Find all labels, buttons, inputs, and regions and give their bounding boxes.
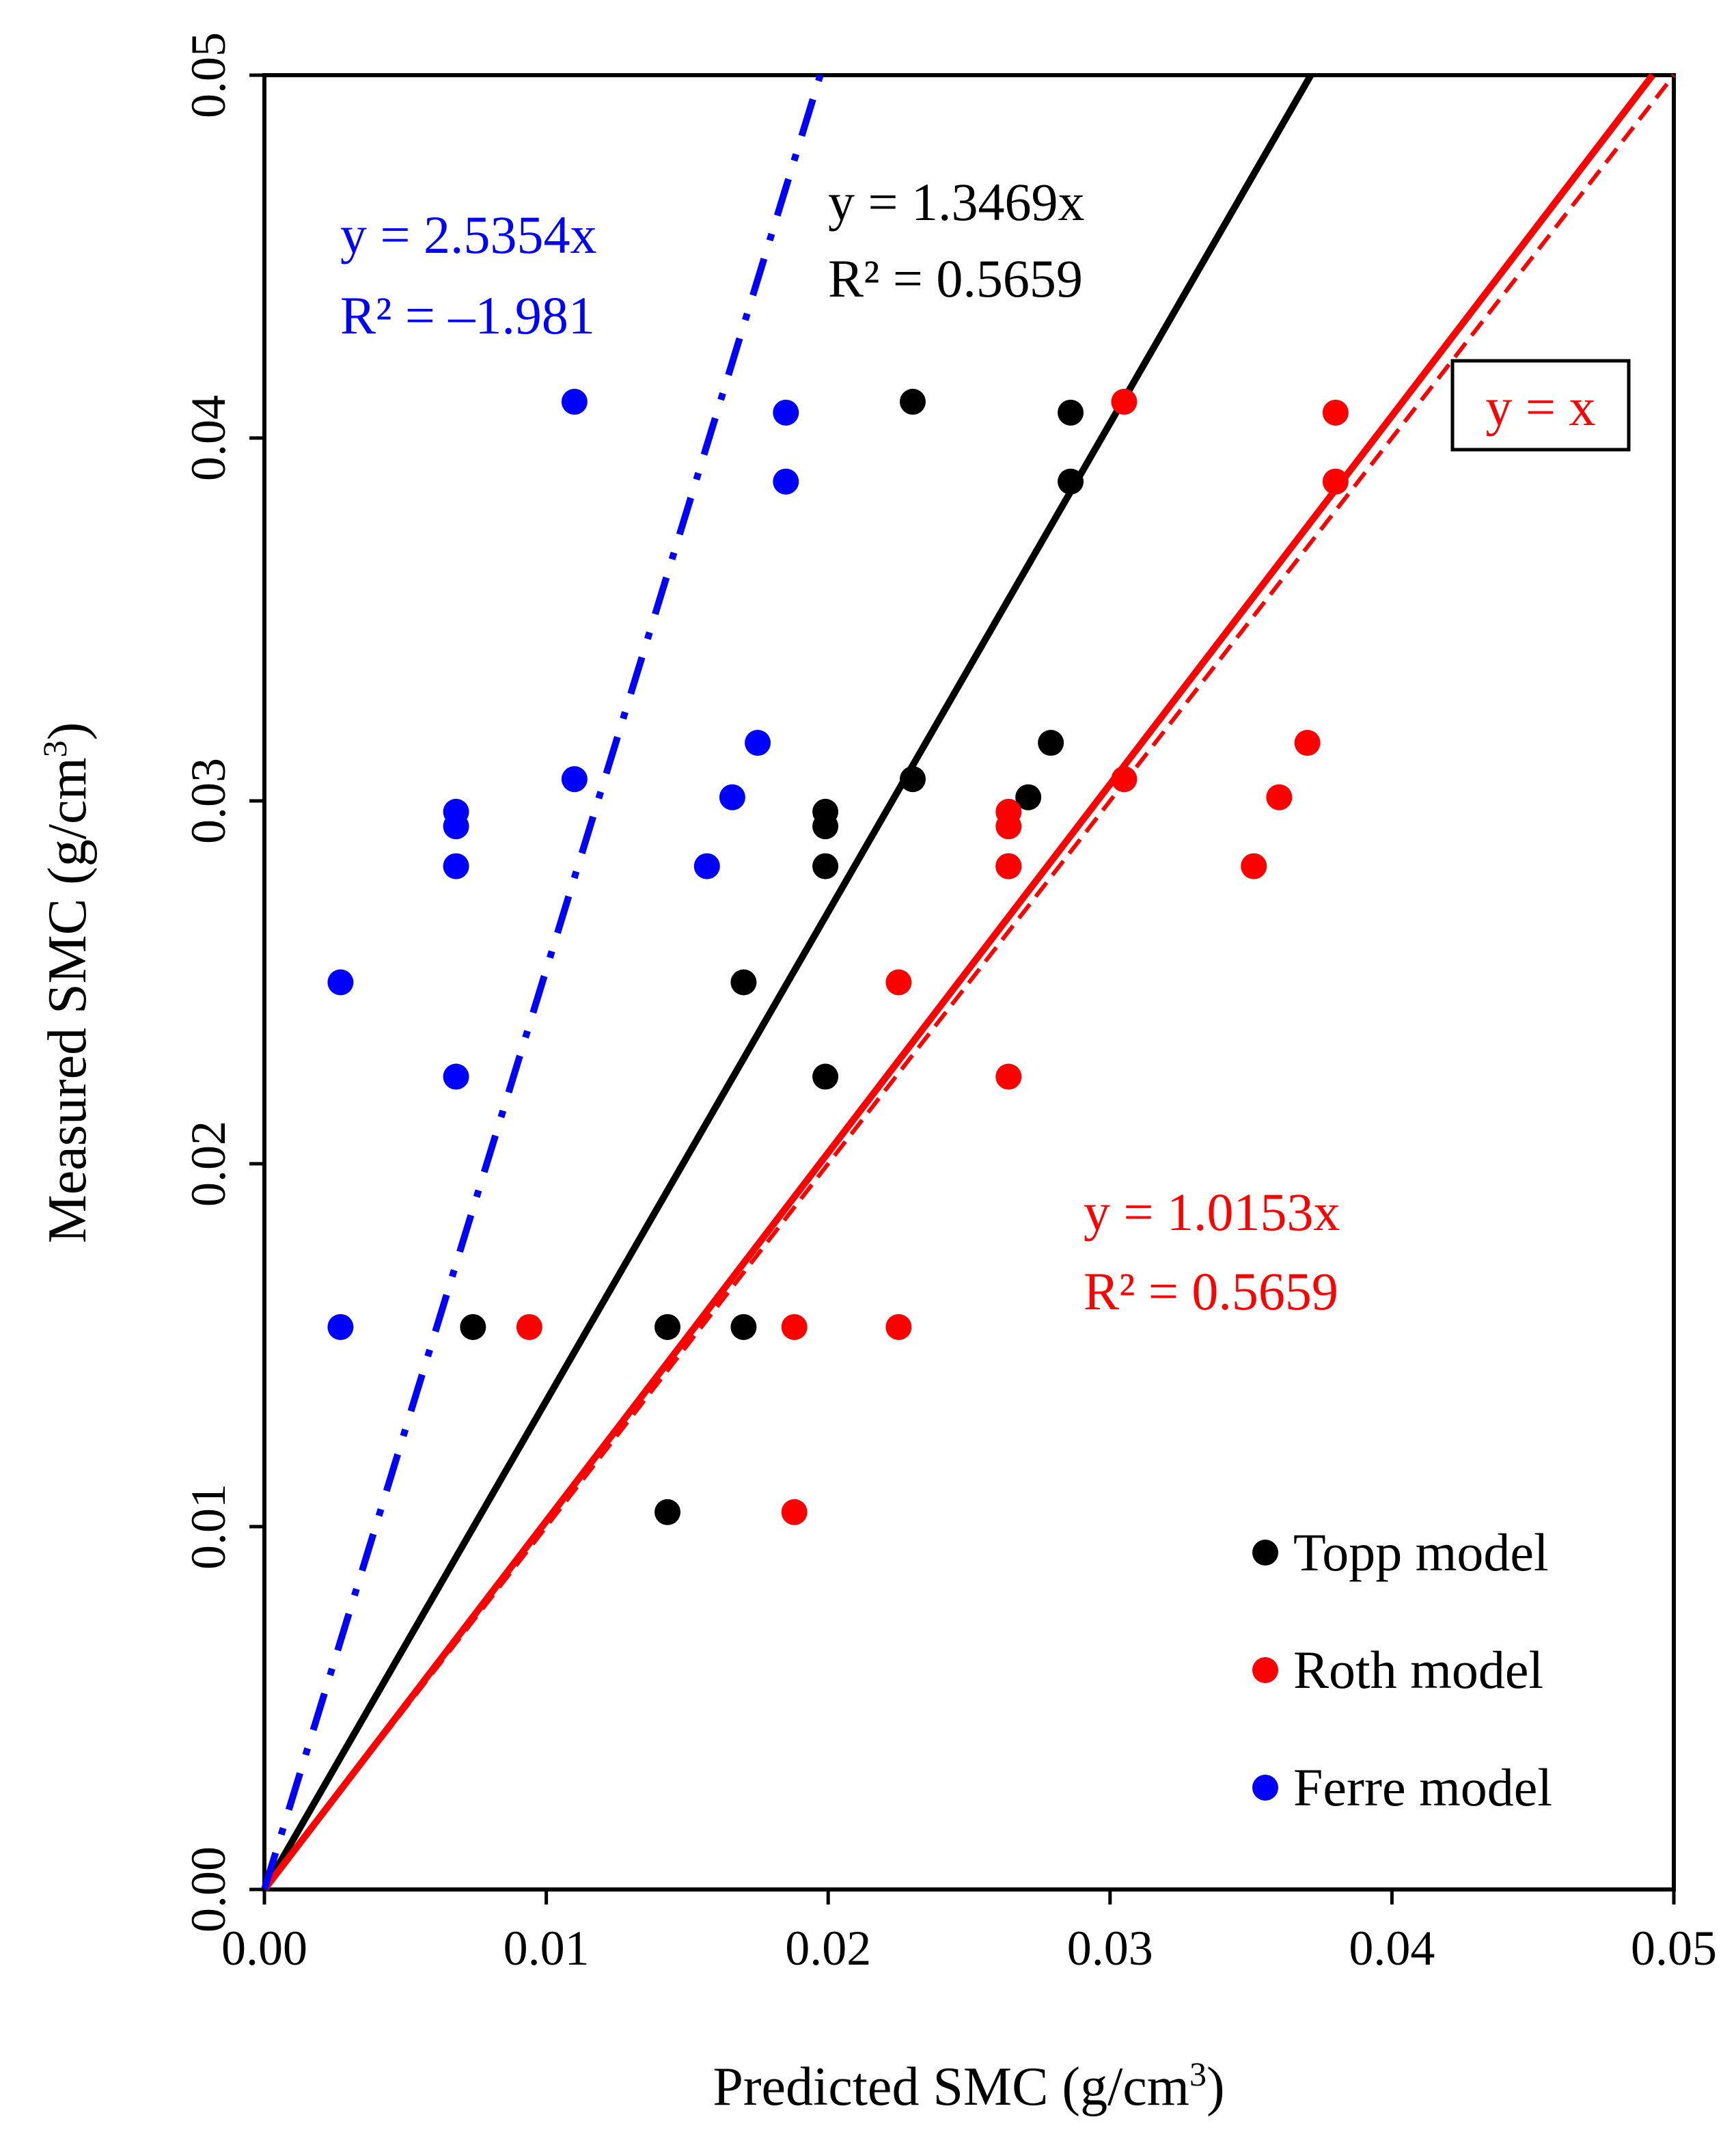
point-topp: [655, 1499, 681, 1525]
legend: Topp model Roth model Ferre model: [1252, 1523, 1552, 1817]
point-ferre: [745, 730, 771, 756]
point-topp: [899, 766, 926, 793]
reference-label-text: y = x: [1486, 377, 1596, 437]
point-topp: [812, 853, 839, 879]
point-roth: [995, 798, 1022, 825]
point-roth: [885, 1313, 912, 1340]
x-tick-label: 0.00: [221, 1921, 307, 1976]
point-roth: [781, 1499, 808, 1525]
y-tick-label: 0.04: [181, 395, 236, 481]
point-topp: [1038, 730, 1064, 756]
axis-ticks: 0.000.00 0.01 0.01 0.02 0.02 0.03 0.03 0.04 0.04…: [181, 32, 1717, 1976]
point-ferre: [561, 388, 588, 415]
point-topp: [812, 798, 839, 825]
point-roth: [516, 1313, 542, 1340]
point-roth: [1266, 784, 1293, 810]
x-tick-label: 0.01: [504, 1921, 590, 1976]
point-ferre: [327, 1313, 354, 1340]
x-tick-label: 0.03: [1067, 1921, 1153, 1976]
x-axis-title-close: ): [1207, 2057, 1225, 2117]
point-ferre: [327, 969, 354, 996]
legend-label-topp: Topp model: [1293, 1523, 1549, 1582]
point-roth: [781, 1313, 808, 1340]
ferre-r2: R² = –1.981: [340, 286, 595, 345]
x-tick-label: 0.05: [1631, 1921, 1717, 1976]
roth-r2: R² = 0.5659: [1084, 1261, 1338, 1321]
point-ferre: [443, 798, 469, 825]
x-tick-label: 0.02: [785, 1921, 871, 1976]
point-topp: [730, 969, 757, 996]
y-axis-title: Measured SMC (g/cm3): [36, 722, 98, 1244]
y-tick-label: 0.05: [181, 32, 236, 118]
y-tick-label: 0.00: [181, 1846, 236, 1933]
point-ferre: [693, 853, 720, 879]
legend-marker-topp: [1252, 1540, 1278, 1566]
y-axis-title-sup: 3: [36, 740, 74, 757]
point-topp: [730, 1313, 757, 1340]
point-roth: [1322, 468, 1349, 495]
x-axis-title-sup: 3: [1189, 2055, 1207, 2093]
point-roth: [1294, 730, 1321, 756]
point-topp: [1015, 784, 1042, 810]
legend-label-roth: Roth model: [1293, 1640, 1543, 1700]
trend-lines: [261, 72, 1676, 1892]
point-roth: [1111, 766, 1138, 793]
topp-r2: R² = 0.5659: [828, 249, 1083, 308]
roth-equation: y = 1.0153x: [1084, 1182, 1340, 1242]
point-roth: [885, 969, 912, 996]
point-roth: [1322, 399, 1349, 426]
data-points: [327, 388, 1349, 1525]
topp-equation: y = 1.3469x: [828, 172, 1085, 232]
point-roth: [1241, 853, 1267, 879]
reference-label-box: [1450, 359, 1631, 452]
legend-marker-roth: [1252, 1657, 1278, 1683]
point-topp: [812, 1063, 839, 1090]
legend-label-ferre: Ferre model: [1293, 1758, 1552, 1817]
reference-line-label: y = x: [1450, 359, 1631, 452]
legend-marker-ferre: [1252, 1775, 1278, 1801]
point-ferre: [719, 784, 745, 810]
x-axis-title-main: Predicted SMC (g/cm: [713, 2057, 1189, 2117]
ferre-equation: y = 2.5354x: [340, 205, 597, 264]
plot-frame: [262, 73, 1676, 1892]
point-ferre: [773, 399, 799, 426]
point-topp: [1058, 399, 1084, 426]
x-axis-title: Predicted SMC (g/cm3): [713, 2055, 1224, 2117]
y-tick-label: 0.02: [181, 1121, 236, 1207]
trend-line-ferre: [261, 74, 824, 1891]
point-ferre: [773, 468, 799, 495]
point-topp: [1058, 468, 1084, 495]
point-ferre: [561, 766, 588, 793]
point-roth: [995, 853, 1022, 879]
point-roth: [1111, 388, 1138, 415]
point-roth: [995, 1063, 1022, 1090]
point-topp: [655, 1313, 681, 1340]
trend-line-topp: [261, 73, 1314, 1892]
y-tick-label: 0.01: [181, 1484, 236, 1570]
point-ferre: [443, 853, 469, 879]
point-ferre: [443, 1063, 469, 1090]
plot-area: [262, 73, 1676, 1892]
point-topp: [460, 1313, 486, 1340]
trend-line-roth: [262, 72, 1655, 1892]
y-axis-title-main: Measured SMC (g/cm: [38, 757, 98, 1243]
y-axis-title-close: ): [38, 722, 98, 741]
y-tick-label: 0.03: [181, 758, 236, 844]
point-topp: [899, 388, 926, 415]
x-tick-label: 0.04: [1349, 1921, 1435, 1976]
